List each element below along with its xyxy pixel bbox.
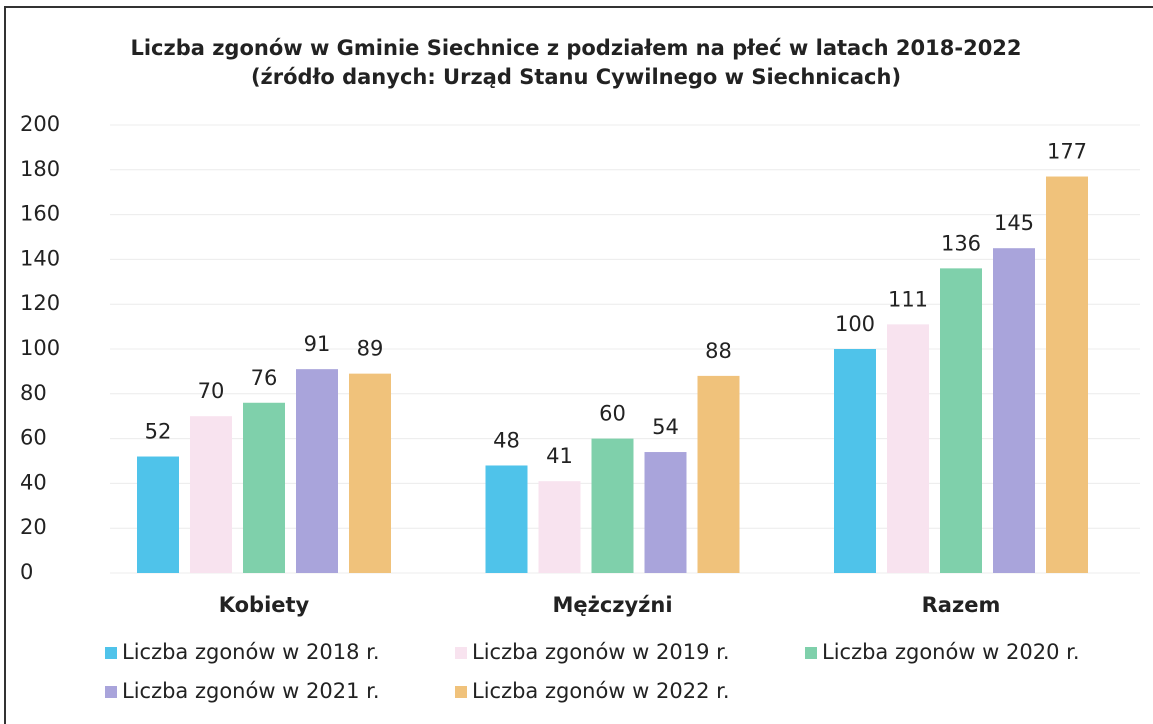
data-label: 89 xyxy=(357,337,384,361)
legend-label: Liczba zgonów w 2019 r. xyxy=(472,640,730,664)
bar xyxy=(296,369,338,573)
bar xyxy=(243,402,285,573)
y-tick-label: 100 xyxy=(20,336,60,360)
y-tick-label: 0 xyxy=(20,560,33,584)
y-tick-label: 80 xyxy=(20,381,47,405)
bar xyxy=(190,416,232,573)
legend-label: Liczba zgonów w 2018 r. xyxy=(122,640,380,664)
y-tick-label: 200 xyxy=(20,112,60,136)
bar xyxy=(834,349,876,573)
bar xyxy=(349,373,391,573)
data-label: 100 xyxy=(835,312,875,336)
data-label: 91 xyxy=(304,332,331,356)
y-tick-label: 180 xyxy=(20,157,60,181)
data-label: 76 xyxy=(251,366,278,390)
x-tick-label: Mężczyźni xyxy=(552,593,672,617)
bar xyxy=(538,481,581,573)
frame xyxy=(4,6,1153,724)
x-tick-label: Razem xyxy=(922,593,1001,617)
data-label: 177 xyxy=(1047,140,1087,164)
y-tick-label: 120 xyxy=(20,291,60,315)
y-tick-label: 20 xyxy=(20,515,47,539)
bar xyxy=(993,248,1035,573)
bar xyxy=(644,452,687,573)
x-tick-label: Kobiety xyxy=(219,593,310,617)
legend-label: Liczba zgonów w 2020 r. xyxy=(822,640,1080,664)
bar xyxy=(1046,176,1088,573)
data-label: 52 xyxy=(145,420,172,444)
y-tick-label: 140 xyxy=(20,246,60,270)
data-label: 60 xyxy=(599,402,626,426)
legend-swatch xyxy=(455,686,467,698)
bar xyxy=(485,465,528,573)
data-label: 111 xyxy=(888,287,928,311)
legend-swatch xyxy=(805,647,817,659)
y-tick-label: 60 xyxy=(20,426,47,450)
data-label: 136 xyxy=(941,231,981,255)
legend-swatch xyxy=(105,647,117,659)
data-label: 41 xyxy=(546,444,573,468)
data-label: 70 xyxy=(198,379,225,403)
chart-title: Liczba zgonów w Gminie Siechnice z podzi… xyxy=(130,36,1022,89)
data-label: 48 xyxy=(493,428,520,452)
bar xyxy=(591,438,634,573)
data-label: 54 xyxy=(652,415,679,439)
legend-swatch xyxy=(455,647,467,659)
data-label: 145 xyxy=(994,211,1034,235)
y-tick-label: 40 xyxy=(20,470,47,494)
bar xyxy=(697,375,740,573)
legend-label: Liczba zgonów w 2021 r. xyxy=(122,679,380,703)
bar xyxy=(887,324,929,573)
legend-swatch xyxy=(105,686,117,698)
data-label: 88 xyxy=(705,339,732,363)
legend-label: Liczba zgonów w 2022 r. xyxy=(472,679,730,703)
bar xyxy=(940,268,982,573)
bar xyxy=(137,456,179,573)
y-tick-label: 160 xyxy=(20,202,60,226)
